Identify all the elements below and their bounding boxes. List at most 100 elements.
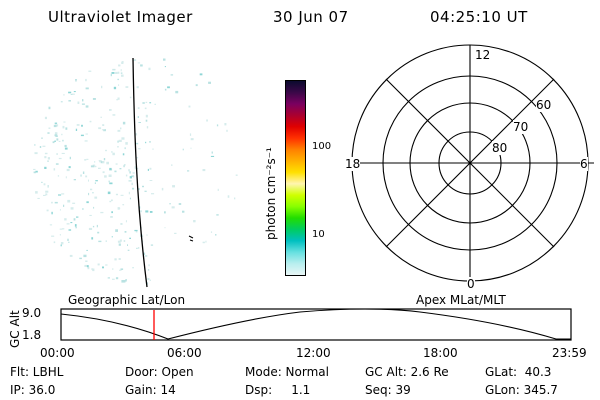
speckle: [61, 193, 65, 195]
speckle: [121, 137, 125, 140]
y-tick-1-8: 1.8: [22, 328, 42, 342]
speckle: [86, 265, 89, 268]
speckle: [120, 72, 123, 74]
speckle: [108, 174, 112, 177]
speckle: [80, 174, 82, 177]
speckle: [137, 116, 139, 118]
mode-info: Mode: Normal: [245, 365, 329, 379]
speckle: [115, 71, 118, 74]
speckle: [53, 124, 57, 128]
speckle: [98, 167, 101, 169]
speckle: [125, 86, 129, 88]
speckle: [112, 69, 116, 71]
speckle: [54, 201, 58, 204]
speckle: [110, 73, 112, 77]
speckle: [215, 234, 217, 236]
speckle: [152, 148, 154, 150]
speckle: [84, 264, 87, 267]
speckle: [37, 197, 40, 199]
speckle: [138, 122, 141, 123]
speckle: [65, 176, 67, 179]
speckle: [56, 138, 59, 141]
speckle: [129, 197, 131, 200]
speckle: [33, 171, 36, 174]
uv-speckle-field: [33, 58, 238, 285]
speckle: [88, 227, 93, 230]
speckle: [149, 180, 153, 181]
speckle: [199, 73, 203, 76]
speckle: [110, 216, 113, 218]
speckle: [111, 199, 113, 202]
speckle: [129, 171, 131, 174]
x-tick-0000: 00:00: [40, 346, 75, 360]
speckle: [119, 239, 122, 242]
speckle: [64, 147, 68, 150]
speckle: [120, 69, 122, 72]
speckle: [109, 167, 112, 171]
speckle: [151, 193, 155, 195]
speckle: [145, 119, 148, 122]
speckle: [71, 93, 75, 95]
speckle: [91, 268, 93, 270]
speckle: [137, 107, 140, 109]
speckle: [190, 138, 194, 141]
speckle: [46, 209, 49, 212]
speckle: [45, 193, 48, 196]
mlt-label-18: 18: [345, 157, 361, 171]
speckle: [125, 279, 127, 282]
speckle: [54, 122, 58, 124]
speckle: [148, 67, 151, 71]
speckle: [63, 94, 65, 96]
speckle: [34, 144, 36, 146]
speckle: [107, 277, 110, 279]
speckle: [39, 146, 42, 148]
speckle: [112, 152, 115, 156]
speckle: [101, 129, 105, 131]
speckle: [120, 268, 124, 270]
speckle: [167, 86, 170, 89]
time-label: 04:25:10 UT: [430, 8, 528, 26]
speckle: [73, 218, 76, 221]
speckle: [68, 100, 71, 102]
speckle: [70, 207, 74, 210]
speckle: [135, 230, 138, 233]
speckle: [117, 97, 120, 100]
speckle: [34, 152, 38, 155]
speckle: [149, 102, 152, 104]
speckle: [61, 152, 65, 154]
speckle: [67, 238, 69, 241]
speckle: [44, 156, 47, 159]
speckle: [235, 174, 238, 176]
speckle: [88, 192, 90, 196]
image-edge-mark: [188, 235, 194, 242]
speckle: [54, 132, 58, 135]
speckle: [88, 179, 89, 182]
speckle: [59, 234, 61, 236]
speckle: [170, 74, 174, 76]
speckle: [112, 278, 115, 280]
speckle: [120, 223, 123, 225]
speckle: [101, 85, 103, 89]
speckle: [86, 201, 89, 204]
speckle: [147, 168, 149, 171]
speckle: [123, 165, 125, 168]
mlt-label-0: 0: [467, 277, 475, 291]
speckle: [102, 161, 105, 164]
speckle: [111, 151, 113, 153]
speckle: [142, 185, 144, 188]
speckle: [57, 175, 60, 177]
speckle: [42, 145, 46, 147]
gain-info: Gain: 14: [125, 383, 176, 397]
speckle: [47, 185, 49, 188]
speckle: [109, 200, 112, 203]
x-tick-1200: 12:00: [296, 346, 331, 360]
speckle: [134, 229, 138, 232]
speckle: [105, 264, 108, 266]
speckle: [77, 101, 80, 104]
speckle: [72, 202, 76, 204]
speckle: [145, 101, 148, 103]
speckle: [118, 64, 121, 67]
colorbar: [285, 80, 306, 276]
speckle: [86, 158, 89, 160]
speckle: [61, 133, 63, 136]
